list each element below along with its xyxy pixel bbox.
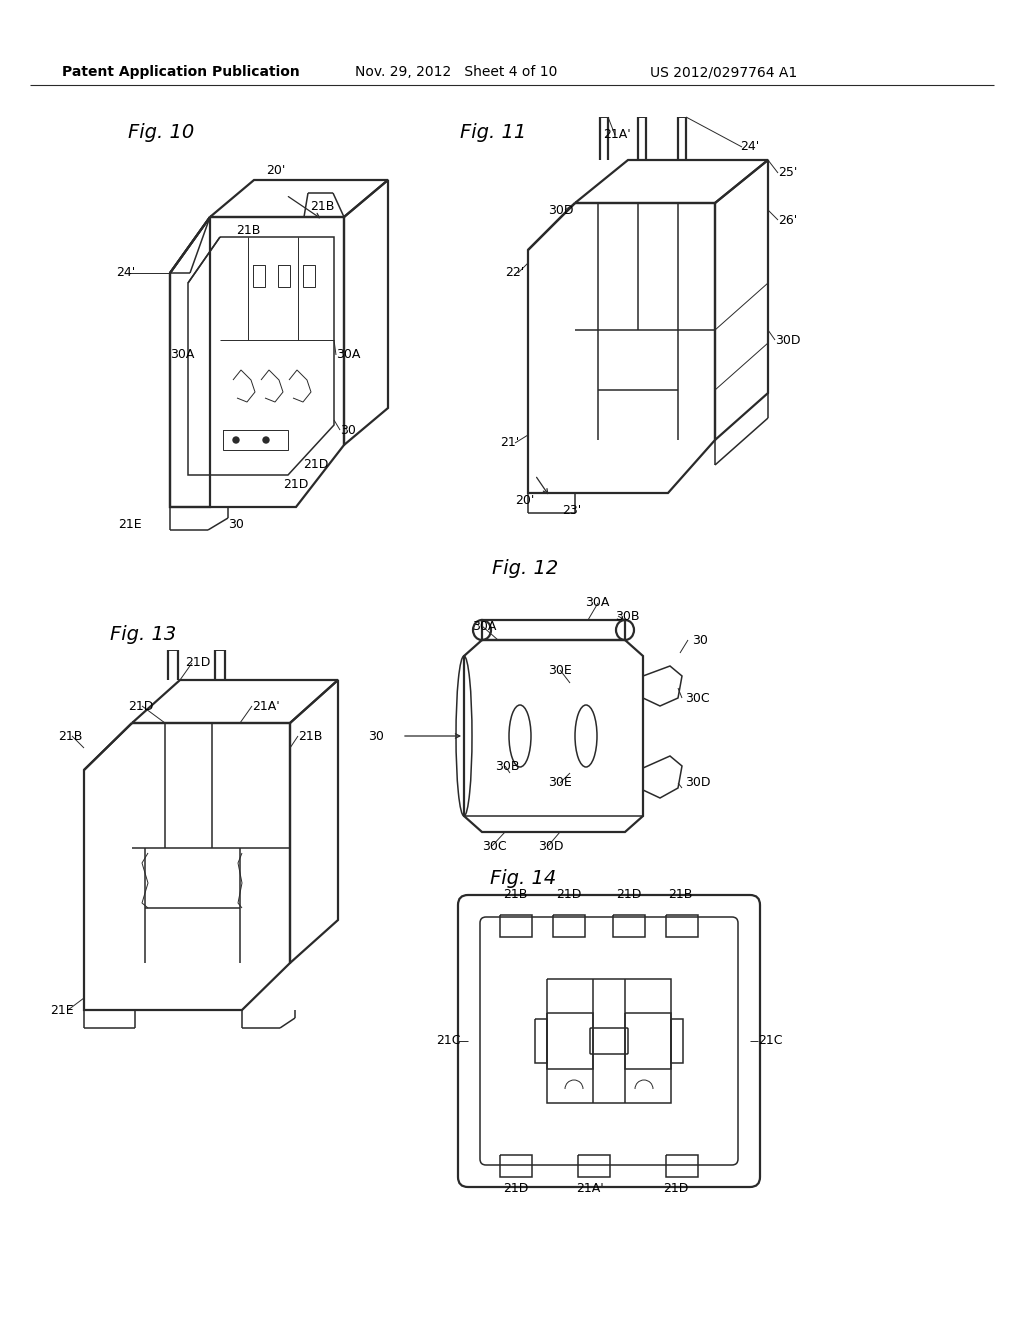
Text: 24': 24' <box>740 140 759 153</box>
Text: 21D: 21D <box>303 458 329 471</box>
Text: 30E: 30E <box>548 664 571 676</box>
Text: 30C: 30C <box>685 692 710 705</box>
Text: Fig. 13: Fig. 13 <box>110 626 176 644</box>
Text: 21D: 21D <box>556 888 582 902</box>
Text: 23': 23' <box>562 503 582 516</box>
Text: 30A: 30A <box>170 348 195 362</box>
Text: 21D: 21D <box>663 1183 688 1196</box>
Text: 30D: 30D <box>538 840 563 853</box>
Text: 30: 30 <box>228 519 244 532</box>
Text: Fig. 12: Fig. 12 <box>492 558 558 578</box>
Text: 30C: 30C <box>482 840 507 853</box>
Text: 25': 25' <box>778 166 798 180</box>
Text: 21A': 21A' <box>603 128 631 141</box>
Text: US 2012/0297764 A1: US 2012/0297764 A1 <box>650 65 798 79</box>
Text: 20': 20' <box>515 494 535 507</box>
Text: 30D: 30D <box>775 334 801 346</box>
Text: 21C: 21C <box>758 1035 782 1048</box>
Text: 21D: 21D <box>128 700 154 713</box>
Text: 30A: 30A <box>336 348 360 362</box>
Text: 21A': 21A' <box>252 700 280 713</box>
Circle shape <box>233 437 239 444</box>
Text: 21E: 21E <box>118 519 141 532</box>
Text: Nov. 29, 2012   Sheet 4 of 10: Nov. 29, 2012 Sheet 4 of 10 <box>355 65 557 79</box>
Text: 21D: 21D <box>503 1183 528 1196</box>
Text: 21D: 21D <box>616 888 641 902</box>
Text: 24': 24' <box>116 267 135 280</box>
Text: 21B: 21B <box>236 223 260 236</box>
Text: 21D: 21D <box>283 479 308 491</box>
Text: 30A: 30A <box>472 619 497 632</box>
Text: 26': 26' <box>778 214 798 227</box>
Text: 30A: 30A <box>585 597 609 610</box>
Text: Fig. 14: Fig. 14 <box>490 869 556 887</box>
Text: 21B: 21B <box>310 201 335 214</box>
Text: Patent Application Publication: Patent Application Publication <box>62 65 300 79</box>
Text: 30D: 30D <box>548 203 573 216</box>
Circle shape <box>263 437 269 444</box>
Text: 30E: 30E <box>548 776 571 789</box>
Text: 30D: 30D <box>685 776 711 789</box>
Text: 20': 20' <box>266 164 286 177</box>
Text: 30: 30 <box>368 730 384 742</box>
Text: Fig. 11: Fig. 11 <box>460 123 526 141</box>
Text: 21B: 21B <box>503 888 527 902</box>
Text: 21': 21' <box>500 437 519 450</box>
Text: 30B: 30B <box>495 759 519 772</box>
Text: 21E: 21E <box>50 1003 74 1016</box>
Text: 21D: 21D <box>185 656 210 669</box>
Text: Fig. 10: Fig. 10 <box>128 123 195 141</box>
Text: 21B: 21B <box>58 730 82 742</box>
Text: 21B: 21B <box>668 888 692 902</box>
Text: 21C: 21C <box>436 1035 461 1048</box>
Text: 22': 22' <box>505 267 524 280</box>
Text: 21A': 21A' <box>575 1183 604 1196</box>
Text: 30: 30 <box>692 634 708 647</box>
Text: 21B: 21B <box>298 730 323 742</box>
Text: 30: 30 <box>340 424 356 437</box>
Text: 30B: 30B <box>615 610 640 623</box>
